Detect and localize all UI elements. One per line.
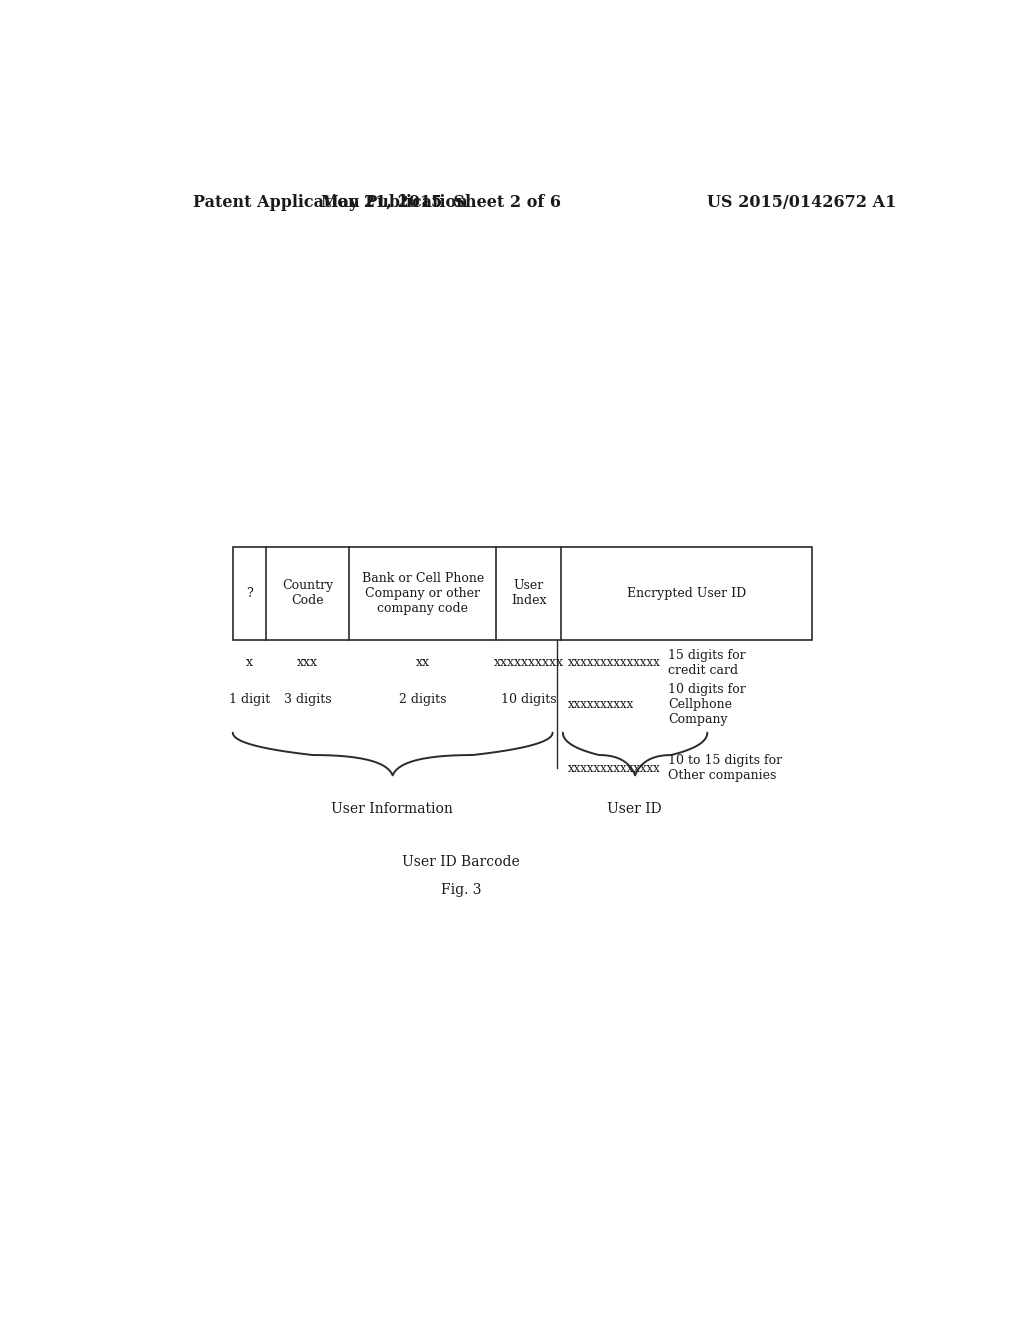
Text: 2 digits: 2 digits [399, 693, 446, 706]
Text: xx: xx [416, 656, 430, 669]
Text: xxxxxxxxxx: xxxxxxxxxx [494, 656, 564, 669]
Text: 10 to 15 digits for
Other companies: 10 to 15 digits for Other companies [669, 754, 782, 783]
Text: User ID: User ID [607, 801, 662, 816]
Text: Bank or Cell Phone
Company or other
company code: Bank or Cell Phone Company or other comp… [361, 572, 484, 615]
Text: Fig. 3: Fig. 3 [441, 883, 481, 898]
Text: xxxxxxxxxx: xxxxxxxxxx [567, 698, 634, 710]
Text: User Information: User Information [332, 801, 454, 816]
Text: 3 digits: 3 digits [284, 693, 332, 706]
Text: US 2015/0142672 A1: US 2015/0142672 A1 [708, 194, 897, 211]
Text: Country
Code: Country Code [283, 579, 334, 607]
Text: xxxxxxxxxxxxxx: xxxxxxxxxxxxxx [567, 656, 660, 669]
Bar [232, 546, 812, 640]
Text: 15 digits for
credit card: 15 digits for credit card [669, 648, 746, 677]
Text: Encrypted User ID: Encrypted User ID [627, 587, 746, 599]
Text: x: x [246, 656, 253, 669]
Text: 10 digits: 10 digits [501, 693, 557, 706]
Text: xxx: xxx [297, 656, 318, 669]
Text: User ID Barcode: User ID Barcode [402, 855, 520, 869]
Text: May 21, 2015  Sheet 2 of 6: May 21, 2015 Sheet 2 of 6 [322, 194, 561, 211]
Text: ?: ? [246, 587, 253, 599]
Text: xxxxxxxxxxxxxx: xxxxxxxxxxxxxx [567, 762, 660, 775]
Text: 1 digit: 1 digit [228, 693, 270, 706]
Text: User
Index: User Index [511, 579, 547, 607]
Text: 10 digits for
Cellphone
Company: 10 digits for Cellphone Company [669, 682, 746, 726]
Text: Patent Application Publication: Patent Application Publication [194, 194, 468, 211]
